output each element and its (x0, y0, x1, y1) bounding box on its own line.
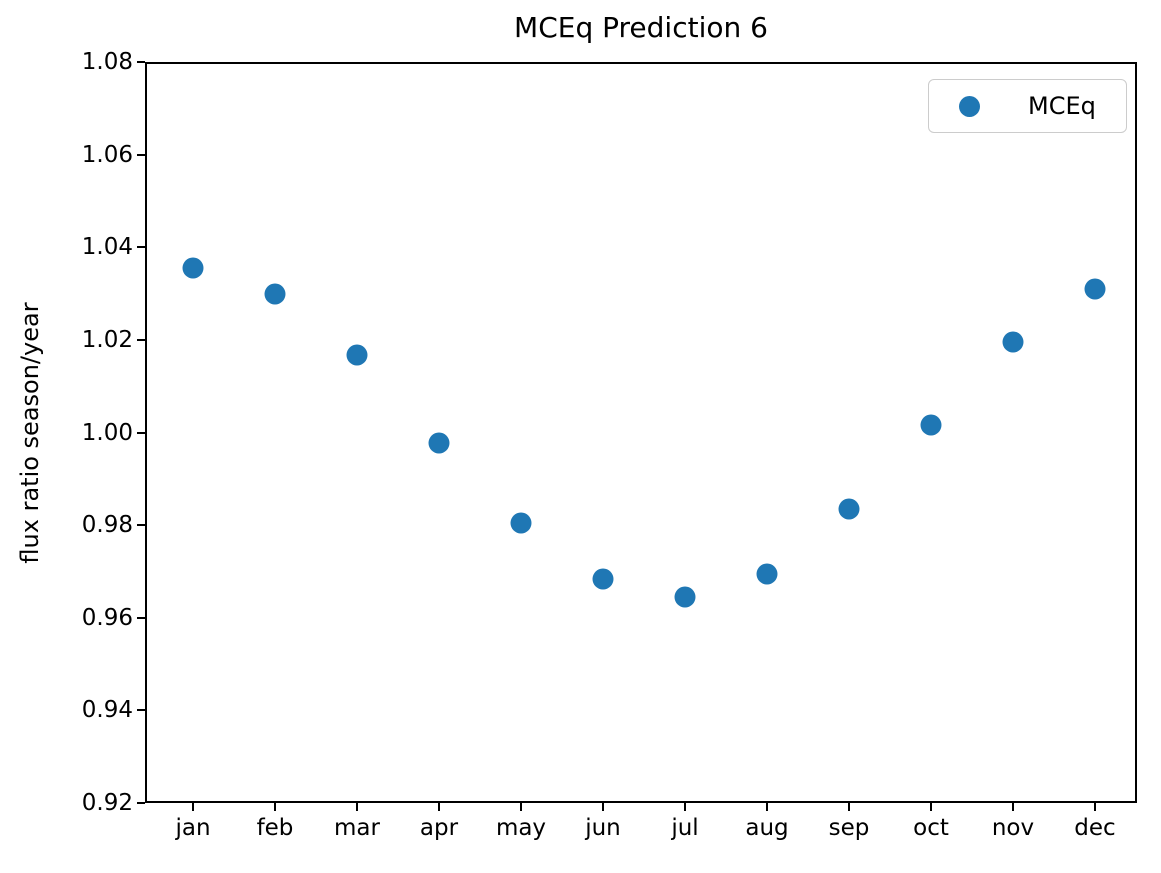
x-tick-label: jul (671, 815, 699, 841)
y-tick-label: 0.94 (81, 697, 133, 724)
x-tick-label: oct (913, 815, 949, 841)
x-tick-mark (766, 803, 768, 811)
data-point (920, 414, 942, 436)
x-tick-label: jun (585, 815, 621, 841)
data-point (756, 563, 778, 585)
x-tick-mark (1094, 803, 1096, 811)
y-tick-mark (137, 709, 145, 712)
x-tick-mark (684, 803, 686, 811)
y-tick-label: 1.06 (81, 141, 133, 168)
x-tick-label: sep (828, 815, 870, 841)
data-point (1002, 331, 1024, 353)
y-tick-mark (137, 153, 145, 156)
y-tick-mark (137, 802, 145, 804)
data-point (182, 257, 204, 279)
data-point (1084, 278, 1106, 300)
data-point (592, 568, 614, 590)
y-tick-label: 0.92 (81, 790, 133, 816)
x-tick-label: mar (334, 815, 380, 841)
x-tick-label: may (495, 815, 547, 841)
y-tick-mark (137, 524, 145, 527)
x-tick-mark (192, 803, 194, 811)
legend: MCEq (928, 79, 1127, 133)
x-tick-mark (520, 803, 522, 811)
x-tick-label: apr (419, 815, 459, 841)
y-tick-label: 0.98 (81, 512, 133, 539)
y-tick-mark (137, 246, 145, 249)
x-tick-mark (1012, 803, 1014, 811)
y-tick-mark (137, 61, 145, 63)
x-tick-mark (602, 803, 604, 811)
x-tick-label: dec (1074, 815, 1116, 841)
data-point (838, 498, 860, 520)
plot-frame (145, 62, 1137, 803)
data-point (510, 512, 532, 534)
x-tick-label: feb (256, 815, 294, 841)
y-tick-label: 1.02 (81, 326, 133, 353)
plot-area (145, 62, 1137, 803)
data-point (428, 432, 450, 454)
data-point (346, 344, 368, 366)
y-tick-mark (137, 338, 145, 341)
y-tick-label: 1.04 (81, 234, 133, 261)
y-tick-label: 1.08 (81, 49, 133, 75)
y-tick-mark (137, 431, 145, 434)
x-tick-label: jan (175, 815, 211, 841)
x-tick-mark (930, 803, 932, 811)
x-tick-mark (848, 803, 850, 811)
legend-label: MCEq (1028, 92, 1096, 120)
chart-title: MCEq Prediction 6 (514, 11, 768, 44)
y-tick-label: 1.00 (81, 419, 133, 446)
x-tick-label: nov (991, 815, 1035, 841)
y-tick-label: 0.96 (81, 604, 133, 631)
x-tick-label: aug (745, 815, 789, 841)
data-point (264, 283, 286, 305)
x-tick-mark (356, 803, 358, 811)
data-point (674, 586, 696, 608)
legend-marker-icon (959, 95, 980, 117)
x-tick-mark (438, 803, 440, 811)
y-tick-mark (137, 616, 145, 619)
x-tick-mark (274, 803, 276, 811)
